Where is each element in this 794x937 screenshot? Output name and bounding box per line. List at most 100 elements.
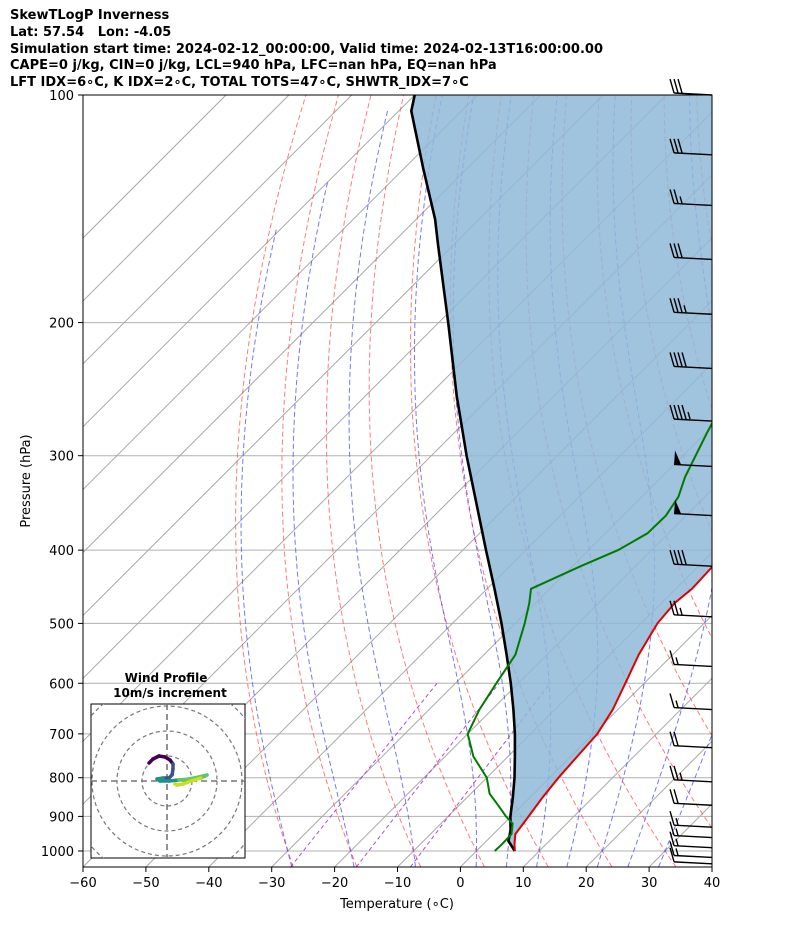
barb-half bbox=[675, 848, 679, 856]
barb-full bbox=[673, 138, 679, 154]
dry-adiabat bbox=[368, 95, 485, 867]
dry-adiabat bbox=[449, 95, 613, 867]
barb-full bbox=[681, 352, 687, 367]
wind-barb bbox=[669, 352, 713, 370]
barb-full bbox=[669, 600, 675, 615]
barb-full bbox=[677, 352, 683, 367]
barb-full bbox=[673, 298, 679, 313]
wind-barb bbox=[669, 847, 713, 865]
dry-adiabat bbox=[281, 95, 358, 867]
x-tick-label: −40 bbox=[195, 876, 222, 891]
wind-barb bbox=[669, 189, 713, 207]
isotherm bbox=[83, 95, 478, 491]
mixing-ratio-line bbox=[355, 682, 500, 867]
parcel-profile-line bbox=[409, 95, 517, 852]
moist-adiabat bbox=[414, 95, 477, 867]
wind-barb bbox=[669, 138, 713, 156]
barb-flag bbox=[674, 450, 682, 465]
x-tick-label: −60 bbox=[69, 876, 96, 891]
barb-full bbox=[673, 243, 679, 258]
stability-indices: LFT IDX=6∘C, K IDX=2∘C, TOTAL TOTS=47∘C,… bbox=[10, 75, 469, 91]
barb-full bbox=[677, 243, 683, 258]
x-tick-label: 30 bbox=[641, 876, 658, 891]
moist-adiabat bbox=[348, 110, 416, 867]
barb-staff bbox=[674, 365, 713, 370]
y-tick-label: 600 bbox=[49, 677, 74, 692]
barb-full bbox=[669, 189, 675, 204]
x-tick-label: −20 bbox=[321, 876, 348, 891]
barb-full bbox=[669, 831, 675, 846]
wind-barb bbox=[669, 810, 713, 828]
mixing-ratio-line bbox=[290, 682, 438, 867]
stable-area-shading bbox=[411, 95, 712, 851]
inset-title: Wind Profile bbox=[125, 671, 208, 685]
isotherm bbox=[83, 95, 541, 554]
wind-barb bbox=[669, 549, 713, 567]
barb-full bbox=[677, 78, 683, 94]
barb-full bbox=[669, 693, 675, 708]
barb-full bbox=[673, 765, 679, 781]
dry-adiabat bbox=[235, 95, 307, 867]
temperature-line bbox=[513, 565, 712, 852]
y-tick-label: 100 bbox=[49, 89, 74, 104]
y-tick-label: 1000 bbox=[41, 845, 74, 860]
wind-profile-inset bbox=[90, 703, 246, 859]
barb-full bbox=[669, 549, 675, 565]
barb-full bbox=[669, 78, 675, 94]
y-tick-label: 900 bbox=[49, 810, 74, 825]
wind-barbs bbox=[669, 78, 713, 865]
x-tick-label: 0 bbox=[456, 876, 464, 891]
barb-staff bbox=[674, 663, 713, 668]
dewpoint-line bbox=[466, 421, 712, 852]
barb-staff bbox=[674, 152, 713, 156]
dry-adiabat bbox=[729, 95, 794, 867]
barb-full bbox=[669, 298, 675, 313]
moist-adiabat bbox=[292, 180, 355, 867]
plot-area bbox=[83, 95, 794, 867]
barb-staff bbox=[674, 92, 713, 96]
barb-half bbox=[675, 700, 679, 708]
y-axis-title: Pressure (hPa) bbox=[19, 434, 34, 527]
x-tick-label: −50 bbox=[132, 876, 159, 891]
x-tick-label: −30 bbox=[258, 876, 285, 891]
dry-adiabat bbox=[325, 95, 422, 867]
barb-full bbox=[677, 549, 683, 565]
chart-header: SkewTLogP Inverness Lat: 57.54 Lon: -4.0… bbox=[10, 8, 603, 92]
isotherm bbox=[83, 95, 290, 302]
convective-parameters: CAPE=0 j/kg, CIN=0 j/kg, LCL=940 hPa, LF… bbox=[10, 58, 497, 74]
barb-half bbox=[675, 817, 679, 826]
wind-barb bbox=[669, 821, 713, 839]
isotherm bbox=[83, 95, 416, 428]
barb-full bbox=[677, 138, 683, 154]
barb-half bbox=[675, 657, 679, 665]
barb-full bbox=[669, 650, 675, 665]
barb-staff bbox=[674, 844, 713, 849]
barb-full bbox=[677, 298, 683, 313]
barb-full bbox=[669, 847, 675, 863]
barb-staff bbox=[674, 744, 713, 749]
barb-full bbox=[669, 404, 675, 420]
x-tick-label: 40 bbox=[704, 876, 721, 891]
inset-plot bbox=[91, 704, 245, 858]
barb-full bbox=[669, 841, 675, 856]
isotherm bbox=[522, 677, 712, 867]
barb-staff bbox=[674, 779, 713, 783]
barb-full bbox=[669, 810, 675, 826]
barb-staff bbox=[674, 802, 713, 806]
barb-half bbox=[687, 411, 691, 420]
wind-barb bbox=[669, 731, 713, 749]
barb-flag bbox=[674, 499, 682, 514]
axes: −60 −50 −40 −30 −20 −10 0 10 20 30 40 100 200 300 400 5… bbox=[41, 89, 720, 891]
x-tick-label: −10 bbox=[384, 876, 411, 891]
moist-adiabat bbox=[658, 733, 712, 867]
barb-staff bbox=[674, 861, 713, 865]
wind-barb bbox=[674, 499, 713, 517]
barb-full bbox=[673, 189, 679, 204]
barb-full bbox=[669, 765, 675, 781]
barb-full bbox=[669, 821, 675, 836]
barb-full bbox=[681, 549, 687, 565]
wind-barb bbox=[669, 243, 713, 261]
wind-barb bbox=[674, 450, 713, 468]
wind-barb bbox=[669, 693, 713, 711]
wind-barb bbox=[669, 789, 713, 806]
